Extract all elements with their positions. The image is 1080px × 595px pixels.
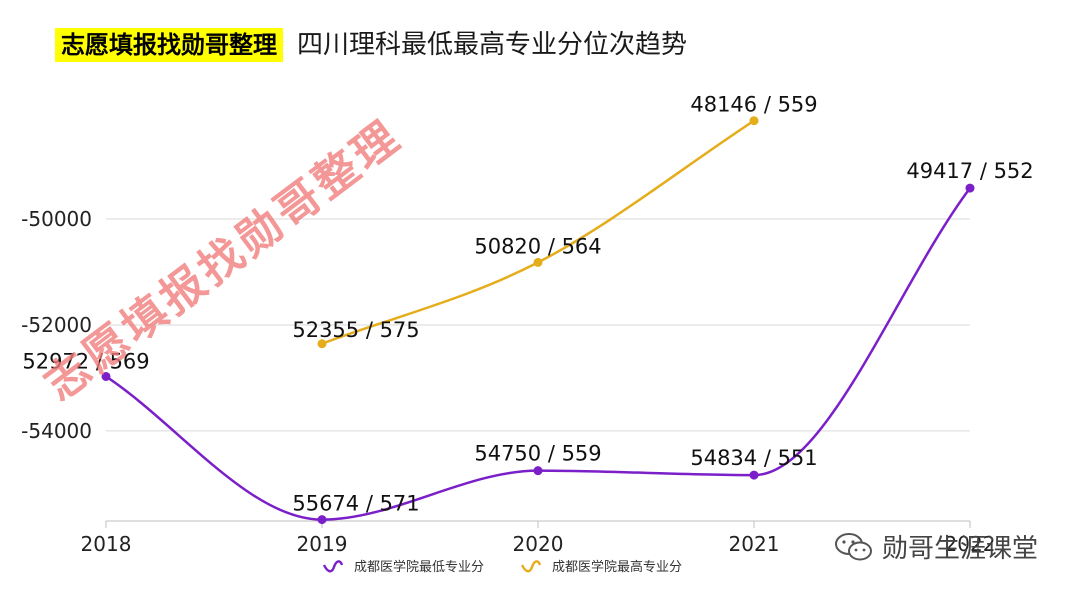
legend-max-swatch-icon — [520, 559, 542, 572]
x-tick-label-1: 2019 — [297, 532, 348, 556]
chart-title: 志愿填报找勋哥整理 四川理科最低最高专业分位次趋势 — [55, 28, 687, 62]
data-label-1-3: 48146 / 559 — [690, 93, 817, 117]
chart-subtitle: 四川理科最低最高专业分位次趋势 — [297, 30, 688, 60]
brand-highlight: 志愿填报找勋哥整理 — [55, 28, 283, 62]
legend: 成都医学院最低专业分 成都医学院最高专业分 — [322, 556, 718, 575]
point-0-3 — [749, 470, 759, 480]
point-1-1 — [317, 339, 327, 349]
x-tick-label-2: 2020 — [513, 532, 564, 556]
legend-min-swatch-icon — [322, 559, 344, 572]
y-tick-label-2: -54000 — [21, 419, 92, 443]
wechat-account-name: 勋哥生涯课堂 — [882, 534, 1039, 564]
data-label-0-0: 52972 / 569 — [22, 349, 149, 373]
data-label-1-2: 50820 / 564 — [474, 234, 601, 258]
wechat-icon — [835, 532, 872, 560]
point-0-1 — [317, 515, 327, 525]
x-tick-label-4: 2022 — [945, 532, 996, 556]
x-tick-label-0: 2018 — [81, 532, 132, 556]
data-label-0-1: 55674 / 571 — [292, 492, 419, 516]
y-tick-label-1: -52000 — [21, 313, 92, 337]
data-label-0-4: 49417 / 552 — [906, 159, 1033, 183]
data-label-0-3: 54834 / 551 — [690, 446, 817, 470]
legend-label-max: 成都医学院最高专业分 — [552, 560, 683, 575]
point-0-2 — [533, 466, 543, 476]
data-label-0-2: 54750 / 559 — [474, 442, 601, 466]
wechat-account: 勋哥生涯课堂 — [834, 528, 1038, 565]
point-0-0 — [101, 371, 111, 381]
legend-item-min[interactable]: 成都医学院最低专业分 — [322, 556, 484, 575]
point-1-3 — [749, 116, 759, 126]
legend-item-max[interactable]: 成都医学院最高专业分 — [520, 556, 682, 575]
legend-label-min: 成都医学院最低专业分 — [354, 560, 485, 575]
point-1-2 — [533, 257, 543, 267]
point-0-4 — [965, 183, 975, 193]
y-tick-label-0: -50000 — [21, 207, 92, 231]
x-tick-label-3: 2021 — [729, 532, 780, 556]
data-label-1-1: 52355 / 575 — [292, 318, 419, 342]
